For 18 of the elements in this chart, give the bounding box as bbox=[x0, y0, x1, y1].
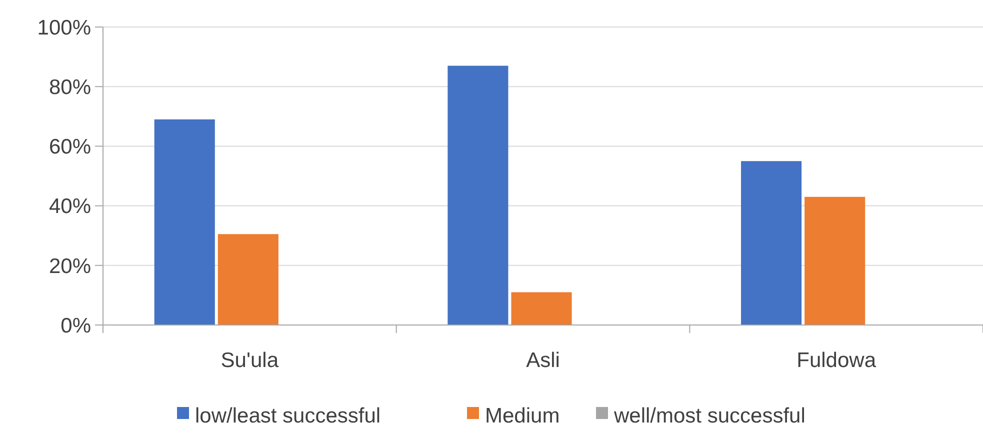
x-tick-label: Fuldowa bbox=[796, 349, 876, 372]
y-tick-label: 80% bbox=[48, 76, 91, 99]
y-tick-label: 60% bbox=[48, 136, 91, 159]
bar bbox=[511, 292, 572, 325]
y-tick-label: 20% bbox=[48, 254, 91, 278]
y-tick-label: 0% bbox=[60, 314, 91, 338]
bar bbox=[448, 66, 508, 325]
y-tick-label: 100% bbox=[37, 16, 91, 40]
bar bbox=[741, 161, 802, 325]
legend-label: well/most successful bbox=[613, 404, 806, 428]
x-tick-label: Asli bbox=[526, 349, 560, 372]
legend-label: Medium bbox=[485, 404, 560, 428]
bar bbox=[218, 234, 278, 325]
bar bbox=[154, 119, 215, 325]
y-tick-label: 40% bbox=[48, 195, 91, 218]
legend-label: low/least successful bbox=[195, 404, 381, 428]
bar bbox=[804, 196, 866, 325]
x-tick-label: Su'ula bbox=[220, 349, 279, 372]
